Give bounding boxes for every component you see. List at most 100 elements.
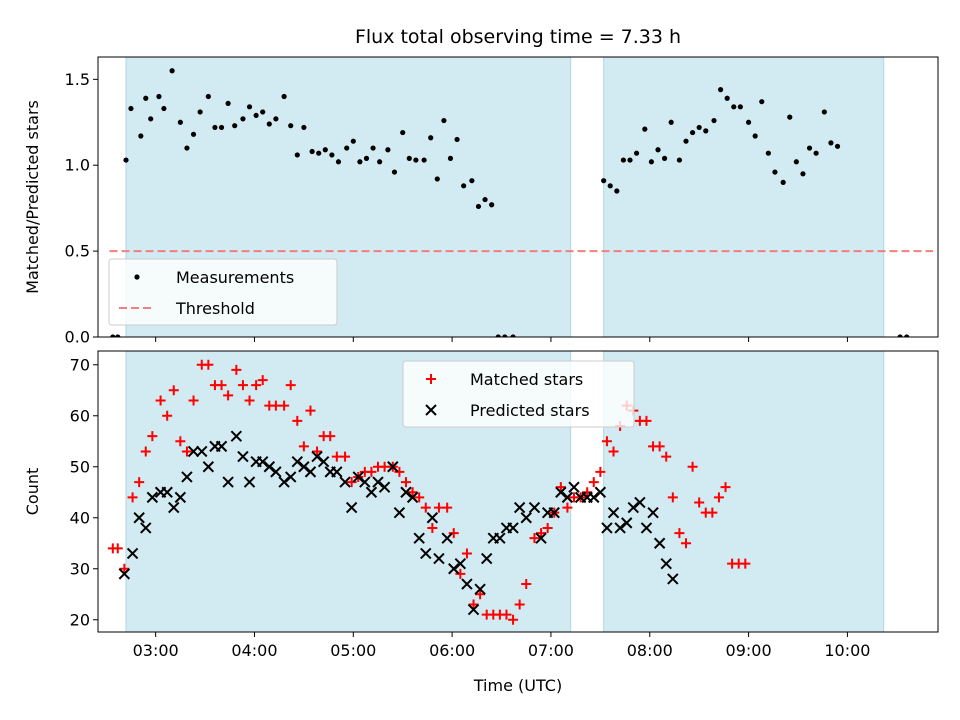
matched-star-point xyxy=(608,446,619,457)
x-tick-label: 08:00 xyxy=(627,641,673,660)
matched-star-point xyxy=(595,466,606,477)
matched-star-point xyxy=(119,563,130,574)
predicted-star-point xyxy=(331,466,343,478)
matched-star-point xyxy=(529,533,540,544)
measurement-point xyxy=(495,334,501,337)
predicted-star-point xyxy=(215,440,228,453)
matched-star-point xyxy=(407,487,418,498)
measurement-point xyxy=(731,104,737,110)
legend-label: Predicted stars xyxy=(470,401,590,420)
predicted-star-point xyxy=(174,491,187,504)
matched-star-point xyxy=(694,497,705,508)
predicted-star-point xyxy=(620,517,633,529)
bottom-panel: 20 30 40 50 60 70 03:00 04:00 05:00 06:00 07:00 08:… xyxy=(23,350,939,695)
axes-frame xyxy=(97,350,939,633)
measurement-point xyxy=(793,159,799,165)
predicted-star-point xyxy=(387,461,399,473)
predicted-star-point xyxy=(359,476,371,488)
matched-star-point xyxy=(455,568,466,579)
measurement-point xyxy=(335,159,342,165)
matched-star-point xyxy=(588,477,599,488)
measurement-point xyxy=(703,128,709,134)
matched-star-point xyxy=(203,359,214,370)
x-tick-label: 05:00 xyxy=(330,641,376,660)
shaded-interval-1 xyxy=(603,57,884,337)
matched-star-point xyxy=(394,466,405,477)
matched-star-point xyxy=(147,431,158,442)
matched-star-point xyxy=(366,466,377,477)
predicted-star-point xyxy=(237,450,249,463)
matched-star-point xyxy=(582,487,593,498)
measurement-point xyxy=(482,196,488,203)
matched-star-point xyxy=(285,380,296,391)
measurement-point xyxy=(161,105,167,112)
measurement-point xyxy=(772,169,778,175)
predicted-star-point xyxy=(507,522,519,534)
predicted-star-point xyxy=(345,501,358,514)
predicted-star-point xyxy=(133,512,145,524)
plot-area xyxy=(109,68,934,337)
matched-star-point xyxy=(508,614,519,625)
matched-star-point xyxy=(244,395,255,406)
y-tick-label: 1.5 xyxy=(65,70,90,89)
predicted-star-point xyxy=(634,496,646,509)
shaded-interval-1 xyxy=(603,351,884,632)
matched-star-point xyxy=(555,482,566,493)
measurement-point xyxy=(344,145,350,151)
predicted-star-point xyxy=(420,547,432,560)
measurement-point xyxy=(281,93,287,100)
measurement-point xyxy=(212,124,218,131)
y-tick-label: 50 xyxy=(70,457,90,476)
measurement-point xyxy=(510,334,516,337)
x-tick-label: 06:00 xyxy=(429,641,475,660)
matched-star-point xyxy=(279,400,290,411)
predicted-star-point xyxy=(480,552,493,565)
matched-star-point xyxy=(305,405,316,416)
measurement-point xyxy=(148,116,154,122)
matched-star-point xyxy=(427,522,438,533)
matched-star-point xyxy=(112,543,123,554)
measurement-point xyxy=(301,124,307,131)
y-tick-label: 1.0 xyxy=(65,156,90,175)
predicted-star-point xyxy=(352,471,364,483)
x-tick-label: 03:00 xyxy=(133,641,179,660)
predicted-star-point xyxy=(263,461,276,473)
predicted-star-point xyxy=(317,455,330,468)
measurement-point xyxy=(828,140,834,146)
measurement-point xyxy=(260,109,266,115)
predicted-star-point xyxy=(230,430,243,442)
predicted-star-point xyxy=(365,486,378,498)
matched-star-point xyxy=(536,528,547,539)
measurement-point xyxy=(469,178,475,184)
legend-box xyxy=(108,258,338,326)
predicted-star-point xyxy=(311,450,323,463)
measurement-point xyxy=(897,334,903,337)
legend-marker-dot xyxy=(134,274,140,280)
measurement-point xyxy=(607,183,613,189)
predicted-star-point xyxy=(304,466,317,478)
x-tick-label: 10:00 xyxy=(824,641,870,660)
measurement-point xyxy=(502,334,508,337)
predicted-star-point xyxy=(243,476,256,488)
matched-star-point xyxy=(162,410,173,421)
measurement-point xyxy=(266,121,272,127)
measurement-point xyxy=(717,87,724,93)
predicted-star-point xyxy=(140,522,152,534)
predicted-star-point xyxy=(146,491,159,504)
measurement-point xyxy=(711,117,717,124)
measurement-point xyxy=(447,155,454,161)
matched-star-point xyxy=(175,436,186,447)
predicted-star-point xyxy=(594,486,607,498)
predicted-star-point xyxy=(222,476,234,488)
measurement-point xyxy=(780,179,786,185)
predicted-star-point xyxy=(413,532,425,544)
matched-star-point xyxy=(687,461,698,472)
matched-star-point xyxy=(707,507,718,518)
measurement-point xyxy=(475,203,482,210)
measurement-point xyxy=(240,116,246,122)
measurement-point xyxy=(143,95,149,101)
measurement-point xyxy=(218,124,225,131)
measurement-point xyxy=(765,150,771,156)
predicted-star-point xyxy=(568,481,580,493)
